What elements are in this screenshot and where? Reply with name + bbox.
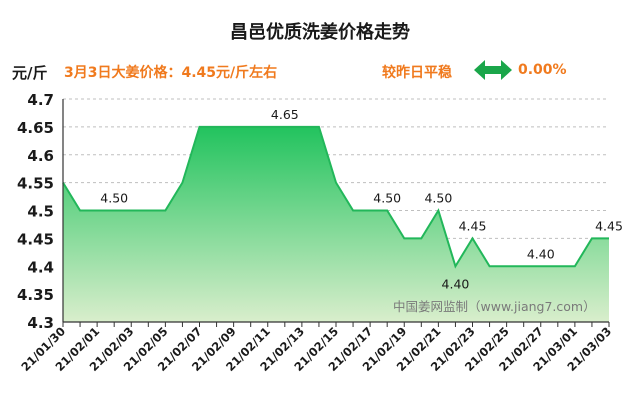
double-arrow-icon	[474, 60, 512, 80]
y-tick-label: 4.5	[27, 203, 54, 221]
data-label: 4.65	[271, 107, 299, 122]
y-tick-label: 4.6	[27, 147, 54, 165]
y-tick-label: 4.7	[27, 91, 54, 109]
compare-note: 较昨日平稳	[382, 65, 452, 81]
data-label: 4.40	[442, 276, 470, 291]
price-area	[63, 126, 609, 322]
data-label: 4.40	[527, 246, 555, 261]
y-tick-label: 4.4	[27, 258, 54, 276]
y-axis-unit: 元/斤	[12, 64, 48, 82]
y-tick-label: 4.3	[27, 314, 54, 332]
data-label: 4.45	[459, 218, 487, 233]
price-note: 3月3日大姜价格：4.45元/斤左右	[64, 65, 278, 81]
y-tick-label: 4.55	[17, 175, 54, 193]
watermark-text: 中国姜网监制（www.jiang7.com）	[393, 299, 596, 314]
change-percent: 0.00%	[518, 62, 567, 78]
chart-title: 昌邑优质洗姜价格走势	[230, 22, 410, 43]
data-label: 4.50	[424, 191, 452, 206]
y-tick-label: 4.65	[17, 119, 54, 137]
y-tick-label: 4.45	[17, 230, 54, 248]
data-label: 4.50	[373, 191, 401, 206]
data-label: 4.45	[595, 218, 623, 233]
price-line	[62, 125, 609, 269]
data-label: 4.50	[100, 191, 128, 206]
y-tick-label: 4.35	[17, 286, 54, 304]
